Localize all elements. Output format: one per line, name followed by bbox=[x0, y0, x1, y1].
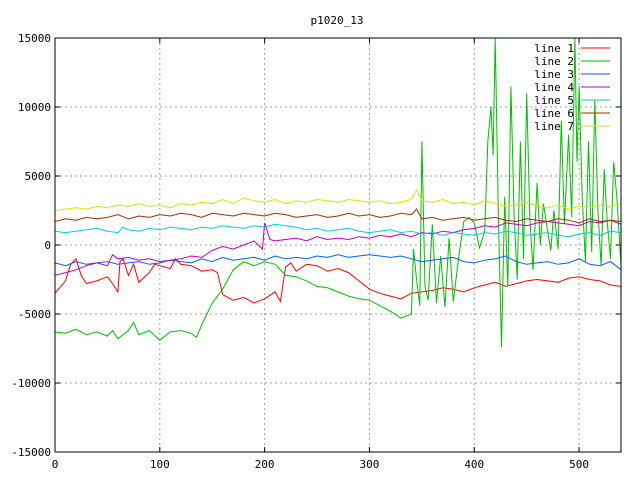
y-tick-label: 10000 bbox=[18, 101, 51, 114]
x-tick-label: 0 bbox=[52, 458, 59, 471]
series-line-line-3 bbox=[55, 254, 621, 271]
legend-label: line 4 bbox=[534, 81, 574, 94]
legend-label: line 1 bbox=[534, 42, 574, 55]
x-tick-label: 500 bbox=[569, 458, 589, 471]
y-tick-label: 0 bbox=[44, 239, 51, 252]
chart-title: p1020_13 bbox=[311, 14, 364, 27]
x-tick-label: 400 bbox=[464, 458, 484, 471]
y-tick-label: -5000 bbox=[18, 308, 51, 321]
x-tick-label: 300 bbox=[360, 458, 380, 471]
series-line-line-6 bbox=[55, 208, 621, 224]
y-tick-label: -10000 bbox=[11, 377, 51, 390]
legend-label: line 5 bbox=[534, 94, 574, 107]
y-tick-label: 5000 bbox=[25, 170, 52, 183]
series-line-line-2 bbox=[55, 38, 621, 348]
y-tick-label: 15000 bbox=[18, 32, 51, 45]
legend-label: line 2 bbox=[534, 55, 574, 68]
y-tick-label: -15000 bbox=[11, 446, 51, 459]
x-tick-label: 200 bbox=[255, 458, 275, 471]
series-line-line-1 bbox=[55, 257, 621, 304]
plot-frame bbox=[54, 37, 622, 453]
series-lines bbox=[55, 38, 621, 348]
legend-label: line 3 bbox=[534, 68, 574, 81]
series-line-line-5 bbox=[55, 223, 621, 238]
x-tick-label: 100 bbox=[150, 458, 170, 471]
series-line-line-7 bbox=[55, 188, 621, 211]
series-line-line-4 bbox=[55, 219, 621, 276]
axis-ticks: 0 100 200 300 400 500 -15000 -10000 -5000 0 5000 10… bbox=[11, 32, 621, 471]
legend-label: line 7 bbox=[534, 120, 574, 133]
legend-label: line 6 bbox=[534, 107, 574, 120]
